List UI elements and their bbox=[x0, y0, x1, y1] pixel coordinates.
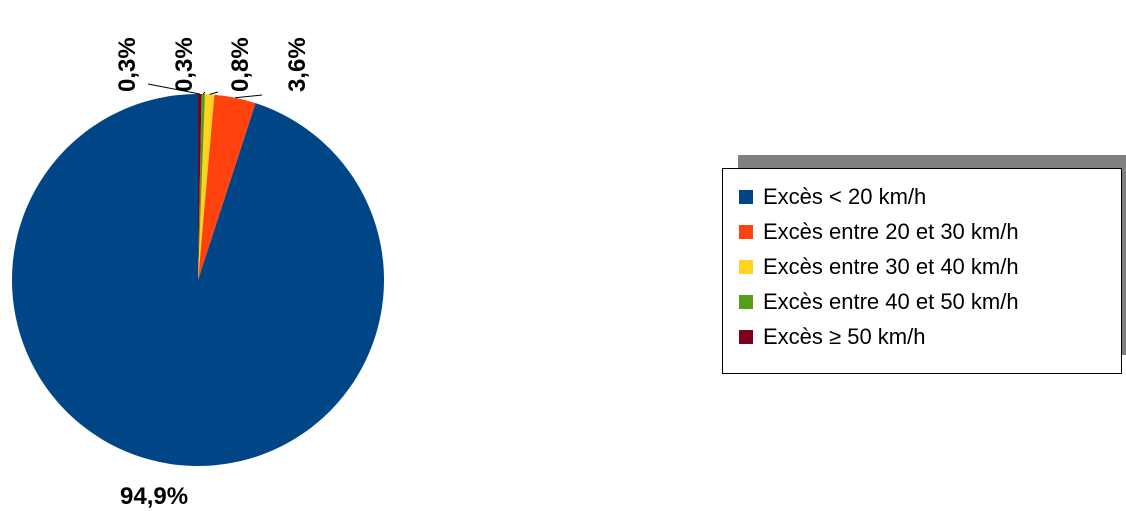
legend-item: Excès entre 30 et 40 km/h bbox=[723, 249, 1121, 284]
legend-item: Excès < 20 km/h bbox=[723, 179, 1121, 214]
legend-swatch bbox=[739, 259, 753, 274]
legend-item: Excès entre 40 et 50 km/h bbox=[723, 284, 1121, 319]
legend-item: Excès ≥ 50 km/h bbox=[723, 319, 1121, 354]
pie-slice-4 bbox=[198, 94, 206, 280]
legend-item: Excès entre 20 et 30 km/h bbox=[723, 214, 1121, 249]
leader-line-5 bbox=[147, 83, 200, 95]
legend-label: Excès ≥ 50 km/h bbox=[763, 323, 926, 349]
slice-label-1: 94,9% bbox=[120, 483, 188, 510]
slice-label-4: 0,3% bbox=[171, 37, 198, 92]
slice-label-2: 3,6% bbox=[284, 37, 311, 92]
slice-label-5: 0,3% bbox=[114, 37, 141, 92]
legend-swatch bbox=[739, 189, 753, 204]
leader-line-3 bbox=[209, 91, 219, 95]
legend-swatch bbox=[739, 329, 753, 344]
leader-line-4 bbox=[202, 91, 206, 95]
legend-label: Excès entre 20 et 30 km/h bbox=[763, 218, 1019, 244]
leader-line-2 bbox=[235, 94, 263, 99]
pie-slices bbox=[11, 94, 384, 466]
pie-slice-5 bbox=[198, 94, 202, 280]
label-leader-lines bbox=[147, 83, 263, 99]
slice-labels: 94,9% 3,6% 0,8% 0,3% 0,3% bbox=[114, 37, 311, 510]
pie-slice-1 bbox=[11, 94, 384, 466]
pie-slice-3 bbox=[198, 94, 215, 281]
pie-slice-2 bbox=[198, 94, 256, 281]
legend: Excès < 20 km/h Excès entre 20 et 30 km/h… bbox=[722, 168, 1122, 374]
legend-swatch bbox=[739, 224, 753, 239]
legend-label: Excès entre 40 et 50 km/h bbox=[763, 288, 1019, 314]
legend-label: Excès < 20 km/h bbox=[763, 183, 927, 209]
legend-label: Excès entre 30 et 40 km/h bbox=[763, 253, 1019, 279]
legend-swatch bbox=[739, 294, 753, 309]
slice-label-3: 0,8% bbox=[227, 37, 254, 92]
